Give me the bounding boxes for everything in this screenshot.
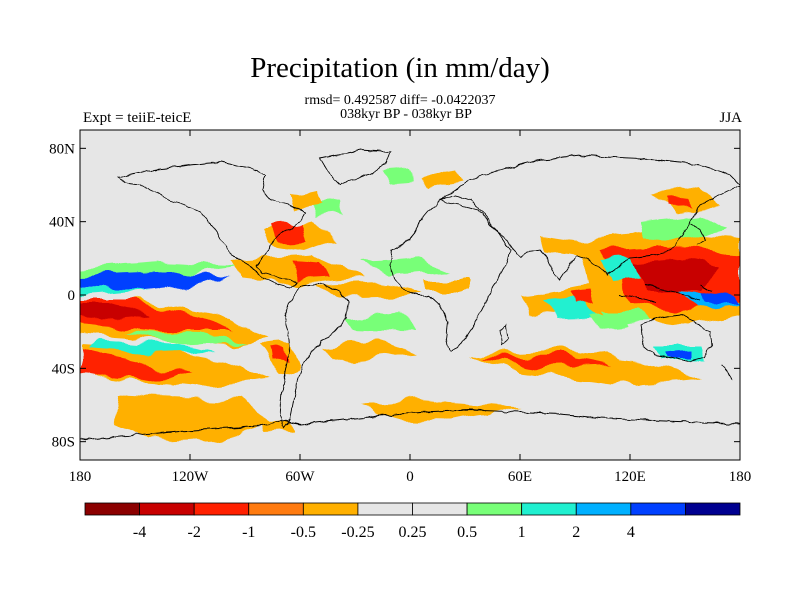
blob-africa-green	[360, 258, 450, 275]
blob-brazil-red	[270, 348, 288, 362]
x-tick-label: 120E	[614, 469, 646, 485]
experiment-label: Expt = teiiE-teicE	[83, 110, 192, 126]
stats-line-period: 038kyr BP - 038kyr BP	[340, 107, 472, 122]
blob-epac-green	[80, 262, 240, 278]
colorbar-label: -0.5	[291, 524, 316, 541]
coast-indonesia	[619, 284, 713, 303]
colorbar-swatch	[412, 502, 468, 516]
blob-arctic-green	[380, 168, 412, 182]
coast-north-america	[116, 161, 306, 289]
x-tick-label: 60W	[285, 469, 315, 485]
colorbar-swatch	[685, 502, 741, 516]
blob-io-red	[570, 290, 594, 302]
blob-io-cyan	[540, 296, 600, 320]
blob-africa-orange	[420, 280, 470, 292]
x-tick-label: 0	[406, 469, 414, 485]
blob-spac-red	[80, 352, 190, 380]
coast-japan	[689, 224, 706, 245]
coastlines	[80, 149, 740, 441]
stats-block: rmsd= 0.492587 diff= -0.0422037 038kyr B…	[0, 94, 800, 122]
coast-madagascar	[499, 324, 509, 346]
colorbar-label: -0.25	[341, 524, 374, 541]
season-label: JJA	[719, 110, 742, 126]
blob-epac-darkred	[80, 303, 150, 318]
blob-carib-red	[290, 262, 330, 280]
blob-natl-red	[275, 222, 305, 242]
blob-sio-red	[480, 356, 610, 368]
colorbar: -4 -2 -1 -0.5 -0.25 0.25 0.5 1 2 4	[84, 502, 741, 541]
stats-line-diff: rmsd= 0.492587 diff= -0.0422037	[304, 93, 496, 108]
blob-sio-blue	[665, 350, 690, 358]
blob-satl-orange	[320, 340, 420, 362]
colorbar-swatch	[575, 502, 632, 516]
blob-wpac-navy	[700, 292, 735, 304]
chart-title: Precipitation (in mm/day)	[250, 52, 550, 84]
blob-arabia-orange	[540, 235, 585, 255]
colorbar-swatch	[466, 502, 523, 516]
colorbar-label: 4	[627, 524, 635, 541]
x-tick-label: 60E	[508, 469, 532, 485]
colorbar-label: -1	[242, 524, 255, 541]
coast-antarctica	[80, 409, 740, 441]
coast-greenland	[319, 149, 391, 186]
colorbar-swatch	[357, 502, 413, 516]
colorbar-label: -2	[188, 524, 201, 541]
blob-soc-small	[360, 400, 520, 420]
blob-satl-green	[345, 312, 415, 330]
x-tick-label: 120W	[172, 469, 210, 485]
x-tick-label: 180	[69, 469, 92, 485]
blob-spac-cyan	[90, 340, 215, 355]
y-tick-label: 40N	[49, 215, 75, 231]
colorbar-label: 0.5	[457, 524, 477, 541]
y-tick-label: 40S	[52, 361, 75, 377]
colorbar-swatch	[248, 502, 304, 516]
colorbar-swatch	[302, 502, 359, 516]
colorbar-swatch	[84, 502, 140, 516]
colorbar-label: 1	[518, 524, 526, 541]
blob-wpac-darkred	[630, 258, 720, 290]
blob-epac-blue	[80, 272, 230, 290]
coast-europe-africa	[389, 194, 511, 353]
blob-epac-cyan	[80, 288, 150, 296]
colorbar-swatch	[139, 502, 195, 516]
blob-scandinavia	[420, 170, 460, 192]
blob-natl-orange2	[290, 190, 325, 208]
blob-npac-red	[665, 198, 695, 207]
coast-australia	[639, 314, 713, 363]
coast-newzealand	[721, 364, 733, 381]
colorbar-swatch	[521, 502, 577, 516]
x-tick-label: 180	[729, 469, 752, 485]
colorbar-swatch	[193, 502, 250, 516]
blob-wpac-green	[640, 215, 730, 240]
coast-eurasia	[438, 154, 740, 281]
y-tick-label: 80S	[52, 435, 75, 451]
precip-field	[80, 149, 740, 441]
blob-spac-green	[120, 330, 250, 345]
anomaly-blobs	[80, 168, 740, 440]
blob-wpac-green2	[600, 310, 650, 325]
colorbar-label: 0.25	[399, 524, 427, 541]
colorbar-label: -4	[133, 524, 146, 541]
blob-wpac-cyan	[600, 258, 640, 282]
coast-south-america	[279, 283, 349, 429]
colorbar-swatch	[630, 502, 686, 516]
y-tick-label: 0	[68, 288, 76, 304]
y-tick-label: 80N	[49, 141, 75, 157]
axes: 180 120W 60W 0 60E 120E 180 80N 40N 0 40S 80S	[49, 130, 751, 485]
colorbar-label: 2	[572, 524, 580, 541]
